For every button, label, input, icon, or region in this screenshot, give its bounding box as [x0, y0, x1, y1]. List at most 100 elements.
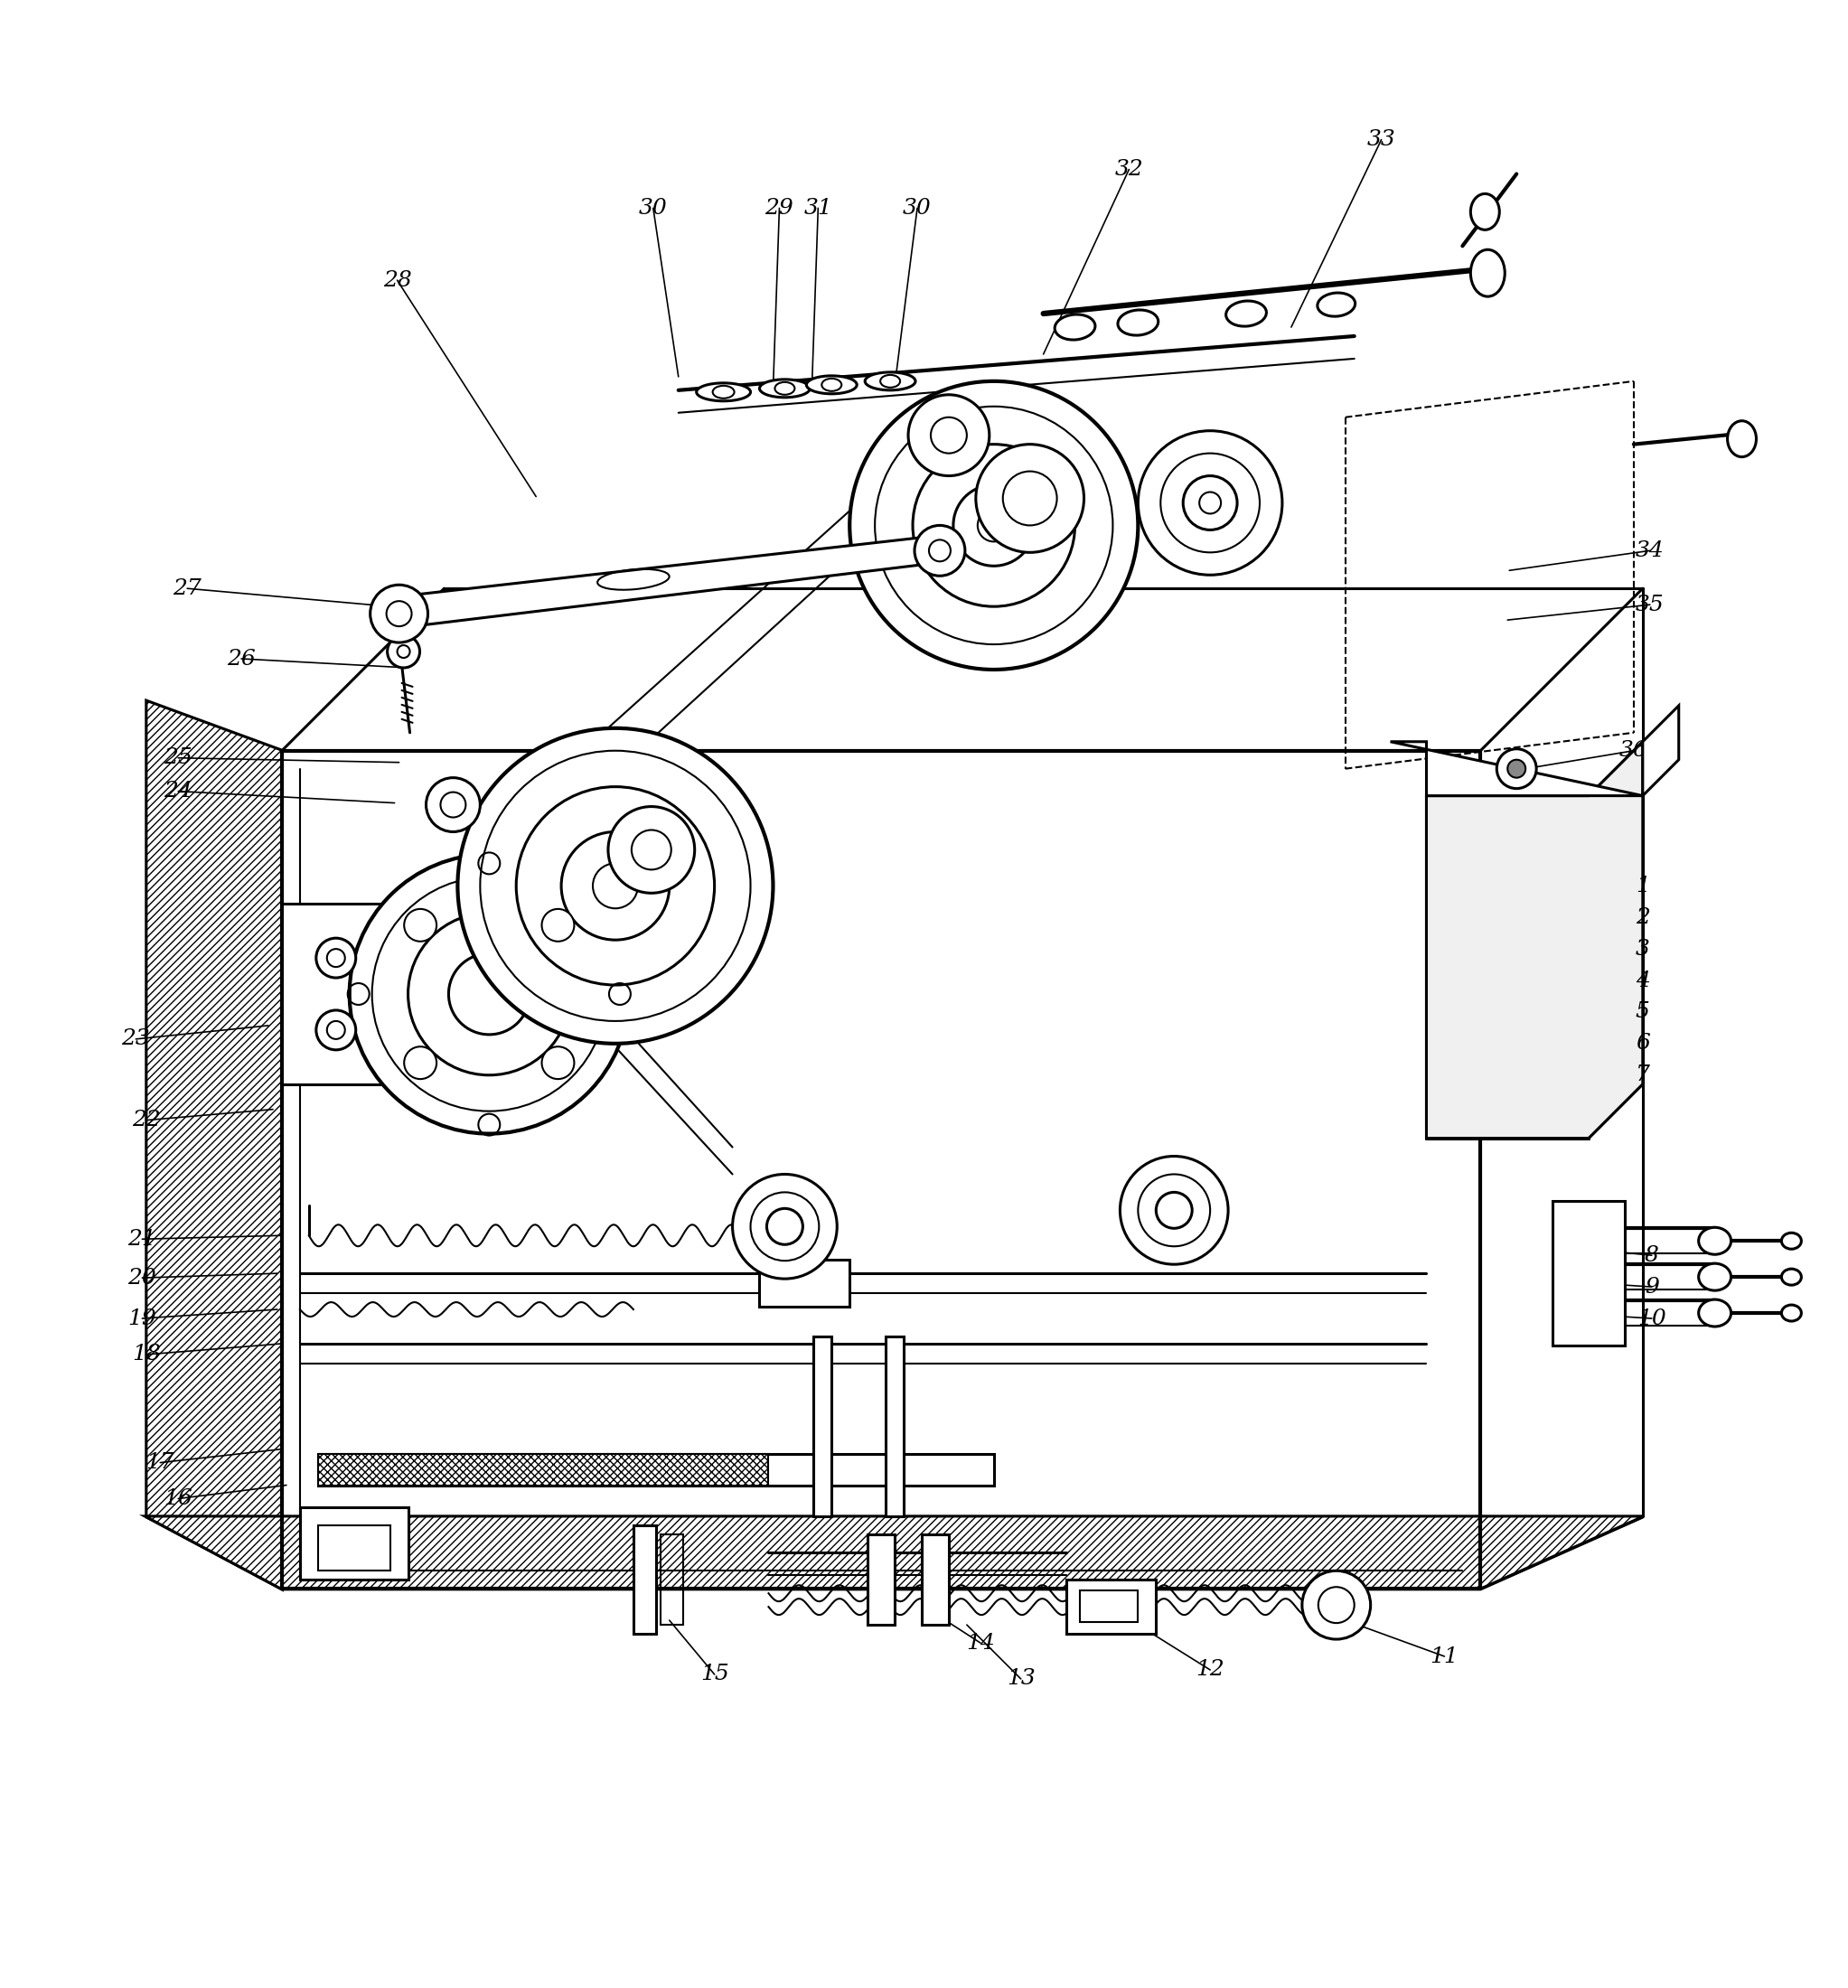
Text: 1: 1 — [1635, 875, 1650, 897]
Text: 8: 8 — [1645, 1244, 1660, 1266]
Circle shape — [449, 954, 530, 1034]
Polygon shape — [146, 702, 283, 1588]
Text: 28: 28 — [383, 270, 412, 290]
Text: 27: 27 — [174, 579, 201, 598]
Circle shape — [850, 382, 1138, 670]
Circle shape — [427, 777, 480, 831]
Ellipse shape — [1781, 1233, 1802, 1248]
Polygon shape — [1390, 706, 1678, 795]
Bar — [1066, 1580, 1157, 1634]
Text: 18: 18 — [133, 1344, 161, 1366]
Bar — [318, 1453, 769, 1485]
Text: 19: 19 — [128, 1308, 157, 1328]
Circle shape — [458, 728, 772, 1044]
Circle shape — [541, 909, 575, 942]
Polygon shape — [390, 535, 948, 628]
Bar — [318, 1453, 994, 1485]
Bar — [869, 1535, 894, 1624]
Circle shape — [516, 787, 715, 984]
Text: 5: 5 — [1635, 1002, 1650, 1022]
Ellipse shape — [1698, 1300, 1732, 1326]
Polygon shape — [1427, 742, 1643, 1139]
Circle shape — [874, 406, 1112, 644]
Ellipse shape — [1225, 300, 1266, 326]
Text: 10: 10 — [1637, 1308, 1667, 1328]
Circle shape — [388, 636, 419, 668]
Text: 32: 32 — [1114, 159, 1144, 179]
Text: 15: 15 — [700, 1664, 728, 1684]
Circle shape — [632, 829, 671, 869]
Ellipse shape — [1318, 292, 1355, 316]
Bar — [299, 1507, 408, 1580]
Text: 11: 11 — [1430, 1646, 1458, 1666]
Polygon shape — [1552, 1201, 1624, 1346]
Circle shape — [732, 1175, 837, 1278]
Circle shape — [1497, 749, 1536, 789]
Text: 16: 16 — [164, 1489, 192, 1509]
Circle shape — [767, 1209, 802, 1244]
Text: 34: 34 — [1635, 541, 1665, 561]
Circle shape — [1161, 453, 1260, 553]
Polygon shape — [146, 702, 283, 1588]
Text: 25: 25 — [164, 747, 192, 767]
Text: 4: 4 — [1635, 970, 1650, 990]
Circle shape — [370, 584, 429, 642]
Ellipse shape — [806, 376, 857, 394]
Circle shape — [386, 600, 412, 626]
Ellipse shape — [1118, 310, 1159, 336]
Circle shape — [480, 751, 750, 1022]
Text: 17: 17 — [146, 1451, 174, 1473]
Ellipse shape — [1055, 314, 1096, 340]
Text: 30: 30 — [904, 197, 931, 219]
Circle shape — [1003, 471, 1057, 525]
Ellipse shape — [1698, 1264, 1732, 1290]
Text: 35: 35 — [1635, 594, 1665, 614]
Text: 23: 23 — [122, 1028, 150, 1050]
Text: 21: 21 — [128, 1229, 157, 1250]
Bar — [760, 1260, 850, 1306]
Circle shape — [1508, 759, 1526, 777]
Ellipse shape — [1471, 250, 1504, 296]
Bar — [1079, 1590, 1138, 1622]
Circle shape — [440, 791, 466, 817]
Text: 26: 26 — [227, 648, 255, 670]
Circle shape — [931, 417, 967, 453]
Polygon shape — [146, 1517, 1643, 1588]
Text: 9: 9 — [1645, 1276, 1660, 1298]
Ellipse shape — [1698, 1227, 1732, 1254]
Text: 22: 22 — [133, 1109, 161, 1131]
Circle shape — [408, 912, 571, 1076]
Circle shape — [954, 485, 1035, 567]
Text: 7: 7 — [1635, 1066, 1650, 1085]
Ellipse shape — [1781, 1268, 1802, 1284]
Text: 29: 29 — [765, 197, 793, 219]
Text: 24: 24 — [164, 781, 192, 801]
Ellipse shape — [697, 384, 750, 402]
Polygon shape — [146, 1517, 1643, 1588]
Circle shape — [608, 807, 695, 893]
Bar — [318, 1525, 390, 1571]
Circle shape — [750, 1193, 819, 1260]
Text: 14: 14 — [967, 1632, 994, 1654]
Circle shape — [1183, 475, 1236, 531]
Circle shape — [1120, 1157, 1229, 1264]
Circle shape — [1318, 1586, 1355, 1622]
Ellipse shape — [1728, 421, 1756, 457]
Text: 12: 12 — [1196, 1660, 1225, 1680]
Bar — [660, 1535, 684, 1624]
Circle shape — [1138, 431, 1283, 575]
Ellipse shape — [760, 380, 809, 398]
Text: 33: 33 — [1368, 129, 1395, 149]
Circle shape — [541, 1046, 575, 1079]
Ellipse shape — [1781, 1304, 1802, 1322]
Circle shape — [976, 443, 1085, 553]
Circle shape — [349, 855, 628, 1133]
Bar — [885, 1336, 904, 1517]
Circle shape — [1138, 1175, 1210, 1246]
Circle shape — [405, 1046, 436, 1079]
Ellipse shape — [865, 372, 915, 390]
Circle shape — [316, 1010, 357, 1050]
Circle shape — [915, 525, 965, 577]
Circle shape — [371, 877, 606, 1111]
Circle shape — [978, 509, 1011, 541]
